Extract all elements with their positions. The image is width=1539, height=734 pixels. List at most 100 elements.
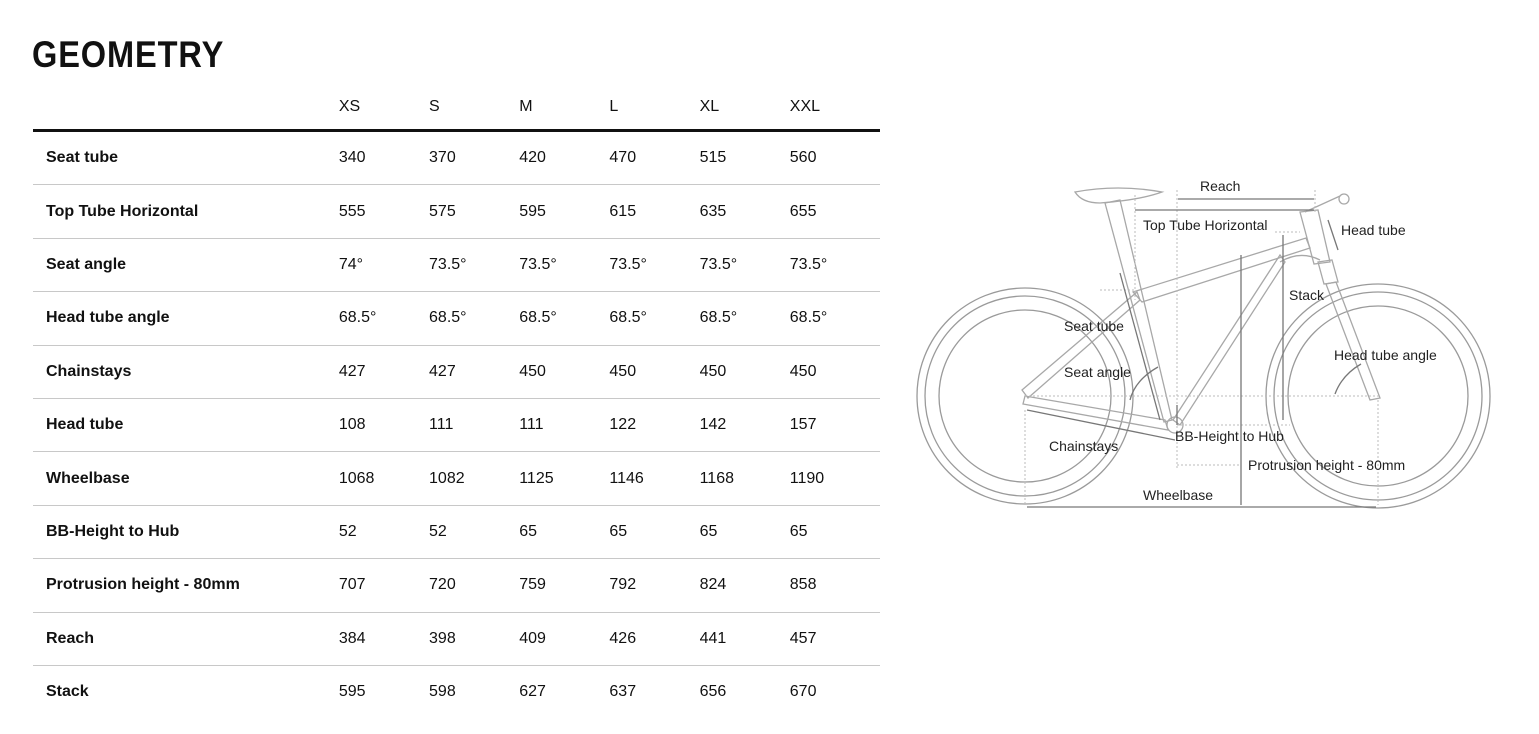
cell-value: 111 [429,398,520,453]
cell-value: 384 [338,612,430,666]
table-row: Head tube angle 68.5° 68.5° 68.5° 68.5° 68.5°… [33,291,880,346]
row-label: Chainstays [33,345,339,399]
row-label: BB-Height to Hub [33,505,339,560]
row-label: Reach [33,612,339,666]
size-header-s: S [429,84,520,132]
row-label: Wheelbase [33,451,339,506]
cell-value: 792 [609,558,700,613]
size-header-xs: XS [338,84,430,132]
cell-value: 73.5° [699,238,790,293]
cell-value: 68.5° [699,291,790,346]
label-wheelbase: Wheelbase [1143,487,1213,503]
cell-value: 122 [609,398,700,453]
label-stack: Stack [1289,287,1325,303]
label-seat-angle: Seat angle [1064,364,1131,380]
cell-value: 707 [338,558,430,613]
cell-value: 73.5° [519,238,610,293]
cell-value: 68.5° [519,291,610,346]
table-row: Wheelbase 1068 1082 1125 1146 1168 1190 [33,451,880,506]
cell-value: 555 [338,184,430,239]
cell-value: 65 [699,505,790,560]
label-top-tube: Top Tube Horizontal [1143,217,1268,233]
table-row: Seat angle 74° 73.5° 73.5° 73.5° 73.5° 73.5° [33,238,880,293]
cell-value: 68.5° [789,291,880,346]
cell-value: 595 [338,683,366,701]
cell-value: 598 [429,683,456,701]
cell-value: 450 [609,345,700,399]
cell-value: 441 [699,612,790,666]
label-bb-height: BB-Height to Hub [1175,428,1284,444]
cell-value: 858 [789,558,880,613]
geometry-table: XS S M L XL XXL Seat tube 340 370 420 470 515 560 To… [33,84,880,718]
cell-value: 427 [338,345,430,399]
cell-value: 157 [789,398,880,453]
dimension-labels: Reach Top Tube Horizontal Head tube Stac… [1049,178,1437,503]
cell-value: 426 [609,612,700,666]
cell-value: 824 [699,558,790,613]
cell-value: 427 [429,345,520,399]
page-title: GEOMETRY [32,34,225,75]
cell-value: 635 [699,184,790,239]
cell-value: 615 [609,184,700,239]
cell-value: 450 [519,345,610,399]
cell-value: 515 [699,130,790,186]
size-header-xxl: XXL [789,84,880,132]
table-row: BB-Height to Hub 52 52 65 65 65 65 [33,505,880,560]
label-head-tube-angle: Head tube angle [1334,347,1437,363]
cell-value: 1125 [519,451,610,506]
size-header-xl: XL [699,84,790,132]
cell-value: 1168 [699,451,790,506]
label-head-tube: Head tube [1341,222,1406,238]
frame [1021,187,1381,434]
cell-value: 52 [429,505,520,560]
cell-value: 759 [519,558,610,613]
cell-value: 111 [519,398,610,453]
cell-value: 370 [429,130,520,186]
cell-value: 142 [699,398,790,453]
table-row: Protrusion height - 80mm 707 720 759 792 824 8… [33,558,880,613]
cell-value: 65 [609,505,700,560]
row-label: Head tube [33,398,339,453]
cell-value: 575 [429,184,520,239]
cell-value: 65 [519,505,610,560]
table-row: Reach 384 398 409 426 441 457 [33,612,880,666]
cell-value: 656 [699,683,727,701]
row-label: Protrusion height - 80mm [33,558,339,613]
row-label: Head tube angle [33,291,339,346]
cell-value: 595 [519,184,610,239]
cell-value: 68.5° [429,291,520,346]
cell-value: 340 [338,130,430,186]
cell-value: 1082 [429,451,520,506]
cell-value: 73.5° [429,238,520,293]
cell-value: 1068 [338,451,430,506]
bike-geometry-diagram: Reach Top Tube Horizontal Head tube Stac… [916,178,1491,509]
cell-value: 457 [789,612,880,666]
cell-value: 470 [609,130,700,186]
table-header-row: XS S M L XL XXL [33,84,880,132]
row-label: Seat tube [33,130,339,186]
label-seat-tube: Seat tube [1064,318,1124,334]
cell-value: 68.5° [338,291,430,346]
table-row: Chainstays 427 427 450 450 450 450 [33,345,880,399]
table-row: Seat tube 340 370 420 470 515 560 [33,130,880,186]
cell-value: 108 [338,398,430,453]
cell-value: 409 [519,612,610,666]
cell-value: 655 [789,184,880,239]
label-chainstays: Chainstays [1049,438,1118,454]
table-row: Head tube 108 111 111 122 142 157 [33,398,880,453]
cell-value: 398 [429,612,520,666]
label-protrusion: Protrusion height - 80mm [1248,457,1405,473]
cell-value: 637 [609,683,637,701]
label-reach: Reach [1200,178,1240,194]
table-row: Stack 595 598 627 637 656 670 [33,665,880,718]
row-label: Seat angle [33,238,339,293]
row-label: Top Tube Horizontal [33,184,339,239]
table-row: Top Tube Horizontal 555 575 595 615 635 655 [33,184,880,239]
cell-value: 420 [519,130,610,186]
cell-value: 52 [338,505,430,560]
cell-value: 720 [429,558,520,613]
cell-value: 73.5° [609,238,700,293]
size-header-m: M [519,84,610,132]
cell-value: 1146 [609,451,700,506]
row-label: Stack [46,683,89,701]
